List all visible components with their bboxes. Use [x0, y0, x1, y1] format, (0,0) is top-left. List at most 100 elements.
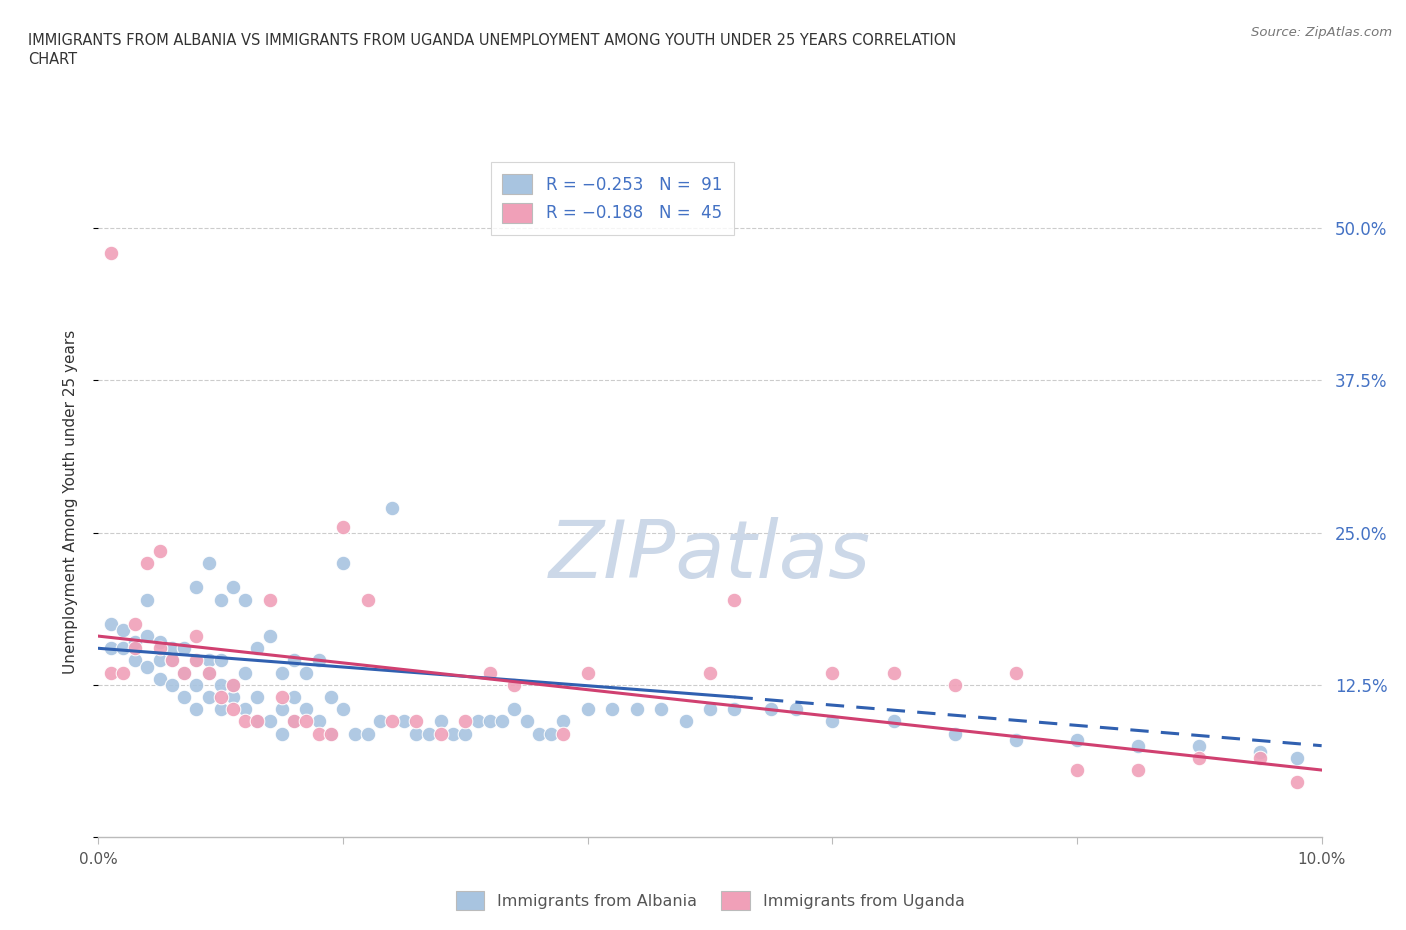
Point: [441, 726, 464, 741]
Point: [222, 677, 245, 692]
Point: [392, 714, 416, 729]
Point: [283, 689, 305, 704]
Point: [418, 726, 440, 741]
Point: [173, 689, 195, 704]
Point: [430, 714, 453, 729]
Point: [1066, 763, 1088, 777]
Point: [149, 641, 172, 656]
Point: [1128, 763, 1150, 777]
Point: [111, 641, 134, 656]
Point: [295, 665, 318, 680]
Point: [1286, 751, 1309, 765]
Point: [124, 635, 146, 650]
Point: [723, 592, 745, 607]
Point: [405, 714, 427, 729]
Point: [136, 659, 159, 674]
Point: [516, 714, 538, 729]
Point: [491, 714, 513, 729]
Point: [136, 555, 159, 570]
Point: [197, 665, 219, 680]
Point: [1004, 732, 1026, 747]
Point: [270, 702, 292, 717]
Point: [1066, 732, 1088, 747]
Point: [100, 641, 122, 656]
Point: [209, 653, 232, 668]
Point: [283, 714, 305, 729]
Point: [405, 726, 427, 741]
Point: [100, 665, 122, 680]
Point: [259, 714, 281, 729]
Point: [943, 677, 966, 692]
Point: [270, 665, 292, 680]
Point: [1286, 775, 1309, 790]
Point: [699, 665, 721, 680]
Point: [319, 689, 342, 704]
Point: [209, 702, 232, 717]
Point: [883, 714, 905, 729]
Point: [368, 714, 391, 729]
Point: [197, 653, 219, 668]
Point: [381, 501, 404, 516]
Point: [503, 702, 526, 717]
Text: Source: ZipAtlas.com: Source: ZipAtlas.com: [1251, 26, 1392, 39]
Point: [454, 726, 477, 741]
Point: [136, 629, 159, 644]
Point: [527, 726, 550, 741]
Point: [259, 629, 281, 644]
Point: [332, 555, 354, 570]
Point: [186, 677, 208, 692]
Point: [270, 689, 292, 704]
Point: [540, 726, 562, 741]
Point: [186, 580, 208, 595]
Point: [186, 653, 208, 668]
Point: [1249, 744, 1271, 759]
Point: [785, 702, 807, 717]
Point: [233, 702, 256, 717]
Point: [149, 635, 172, 650]
Point: [332, 519, 354, 534]
Point: [883, 665, 905, 680]
Y-axis label: Unemployment Among Youth under 25 years: Unemployment Among Youth under 25 years: [63, 330, 77, 674]
Point: [381, 714, 404, 729]
Point: [186, 653, 208, 668]
Point: [270, 726, 292, 741]
Point: [222, 677, 245, 692]
Point: [430, 726, 453, 741]
Point: [308, 714, 330, 729]
Point: [246, 714, 269, 729]
Point: [136, 592, 159, 607]
Point: [209, 689, 232, 704]
Point: [160, 677, 183, 692]
Point: [173, 665, 195, 680]
Point: [233, 714, 256, 729]
Point: [699, 702, 721, 717]
Point: [478, 714, 501, 729]
Point: [222, 689, 245, 704]
Point: [308, 653, 330, 668]
Point: [295, 702, 318, 717]
Point: [222, 702, 245, 717]
Point: [283, 653, 305, 668]
Point: [100, 246, 122, 260]
Point: [173, 665, 195, 680]
Point: [124, 641, 146, 656]
Point: [344, 726, 367, 741]
Point: [233, 665, 256, 680]
Point: [626, 702, 648, 717]
Point: [308, 726, 330, 741]
Point: [186, 629, 208, 644]
Point: [576, 665, 599, 680]
Legend: Immigrants from Albania, Immigrants from Uganda: Immigrants from Albania, Immigrants from…: [449, 884, 972, 916]
Point: [124, 617, 146, 631]
Point: [295, 714, 318, 729]
Point: [111, 665, 134, 680]
Point: [675, 714, 697, 729]
Point: [186, 702, 208, 717]
Point: [197, 665, 219, 680]
Point: [233, 592, 256, 607]
Point: [356, 592, 378, 607]
Point: [1004, 665, 1026, 680]
Point: [209, 677, 232, 692]
Point: [160, 641, 183, 656]
Point: [259, 592, 281, 607]
